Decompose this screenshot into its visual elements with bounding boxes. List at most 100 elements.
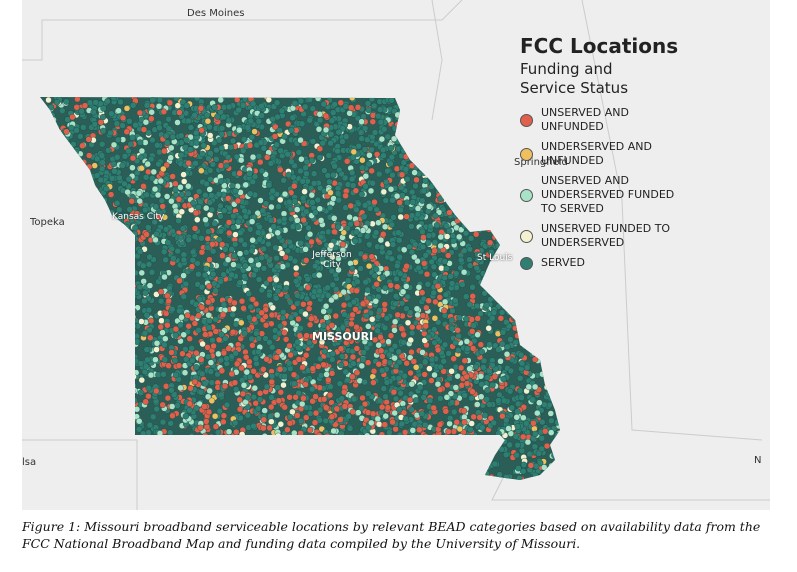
location-dot xyxy=(479,471,487,478)
location-dot xyxy=(534,333,542,340)
location-dot xyxy=(378,244,386,251)
location-dot xyxy=(41,342,48,349)
location-dot xyxy=(177,132,185,139)
location-dot xyxy=(86,414,94,422)
location-dot xyxy=(58,399,65,406)
location-dot xyxy=(212,287,219,294)
location-dot xyxy=(176,466,184,473)
location-dot xyxy=(69,160,77,167)
location-dot xyxy=(190,474,197,480)
location-dot xyxy=(503,166,510,173)
location-dot xyxy=(531,311,539,318)
location-dot xyxy=(418,148,425,156)
location-dot xyxy=(167,448,174,456)
location-dot xyxy=(86,280,94,287)
location-dot xyxy=(50,166,57,173)
location-dot xyxy=(436,141,444,149)
location-dot xyxy=(473,145,480,153)
location-dot xyxy=(404,97,411,102)
location-dot xyxy=(181,369,189,376)
location-dot xyxy=(80,243,87,250)
location-dot xyxy=(102,265,109,272)
location-dot xyxy=(104,294,112,301)
location-dot xyxy=(50,198,57,206)
location-dot xyxy=(180,331,187,338)
location-dot xyxy=(117,371,125,378)
location-dot xyxy=(61,248,68,256)
location-dot xyxy=(110,310,117,318)
location-dot xyxy=(64,159,72,167)
location-dot xyxy=(388,451,395,458)
location-dot xyxy=(126,286,134,293)
location-dot xyxy=(49,242,57,250)
location-dot xyxy=(388,255,395,262)
location-dot xyxy=(85,178,93,186)
location-dot xyxy=(65,281,72,289)
location-dot xyxy=(44,293,51,300)
location-dot xyxy=(66,454,73,462)
location-dot xyxy=(159,329,166,336)
location-dot xyxy=(473,470,480,478)
location-dot xyxy=(220,349,228,357)
location-dot xyxy=(54,171,61,179)
location-dot xyxy=(317,474,325,480)
location-dot xyxy=(483,136,490,144)
location-dot xyxy=(210,451,217,458)
location-dot xyxy=(203,467,210,475)
location-dot xyxy=(231,299,238,307)
location-dot xyxy=(542,358,549,365)
location-dot xyxy=(79,142,86,150)
location-dot xyxy=(209,270,217,278)
location-dot xyxy=(85,249,93,257)
location-dot xyxy=(53,427,60,434)
location-dot xyxy=(365,437,372,444)
location-dot xyxy=(434,381,442,388)
location-dot xyxy=(75,385,82,393)
location-dot xyxy=(281,404,288,411)
location-dot xyxy=(49,379,56,386)
location-dot xyxy=(537,317,544,324)
location-dot xyxy=(520,461,527,468)
location-dot xyxy=(180,458,188,466)
location-dot xyxy=(472,97,479,104)
location-dot xyxy=(398,171,406,179)
location-dot xyxy=(409,155,416,163)
location-dot xyxy=(41,147,48,155)
location-dot xyxy=(472,172,479,179)
location-dot xyxy=(295,434,303,441)
location-dot xyxy=(511,144,518,151)
location-dot xyxy=(92,297,100,305)
location-dot xyxy=(56,262,63,270)
location-dot xyxy=(443,155,450,163)
location-dot xyxy=(199,150,206,158)
location-dot xyxy=(48,461,55,469)
location-dot xyxy=(482,461,489,468)
location-dot xyxy=(113,236,121,244)
location-dot xyxy=(97,346,105,353)
location-dot xyxy=(493,97,500,101)
location-dot xyxy=(471,118,479,126)
location-dot xyxy=(350,298,358,306)
location-dot xyxy=(46,246,54,254)
location-dot xyxy=(125,410,132,417)
location-dot xyxy=(482,284,489,291)
location-dot xyxy=(253,436,261,443)
location-dot xyxy=(303,295,311,302)
location-dot xyxy=(274,473,282,480)
location-dot xyxy=(503,216,510,223)
location-dot xyxy=(64,389,71,396)
location-dot xyxy=(390,475,397,480)
location-dot xyxy=(478,441,485,448)
location-dot xyxy=(523,420,530,427)
location-dot xyxy=(80,178,87,186)
location-dot xyxy=(206,451,214,458)
location-dot xyxy=(477,175,485,182)
location-dot xyxy=(467,140,475,147)
location-dot xyxy=(148,435,156,442)
location-dot xyxy=(369,410,377,417)
location-dot xyxy=(205,458,212,465)
location-dot xyxy=(59,142,66,149)
location-dot xyxy=(232,449,239,456)
location-dot xyxy=(82,267,90,274)
location-dot xyxy=(266,292,273,299)
